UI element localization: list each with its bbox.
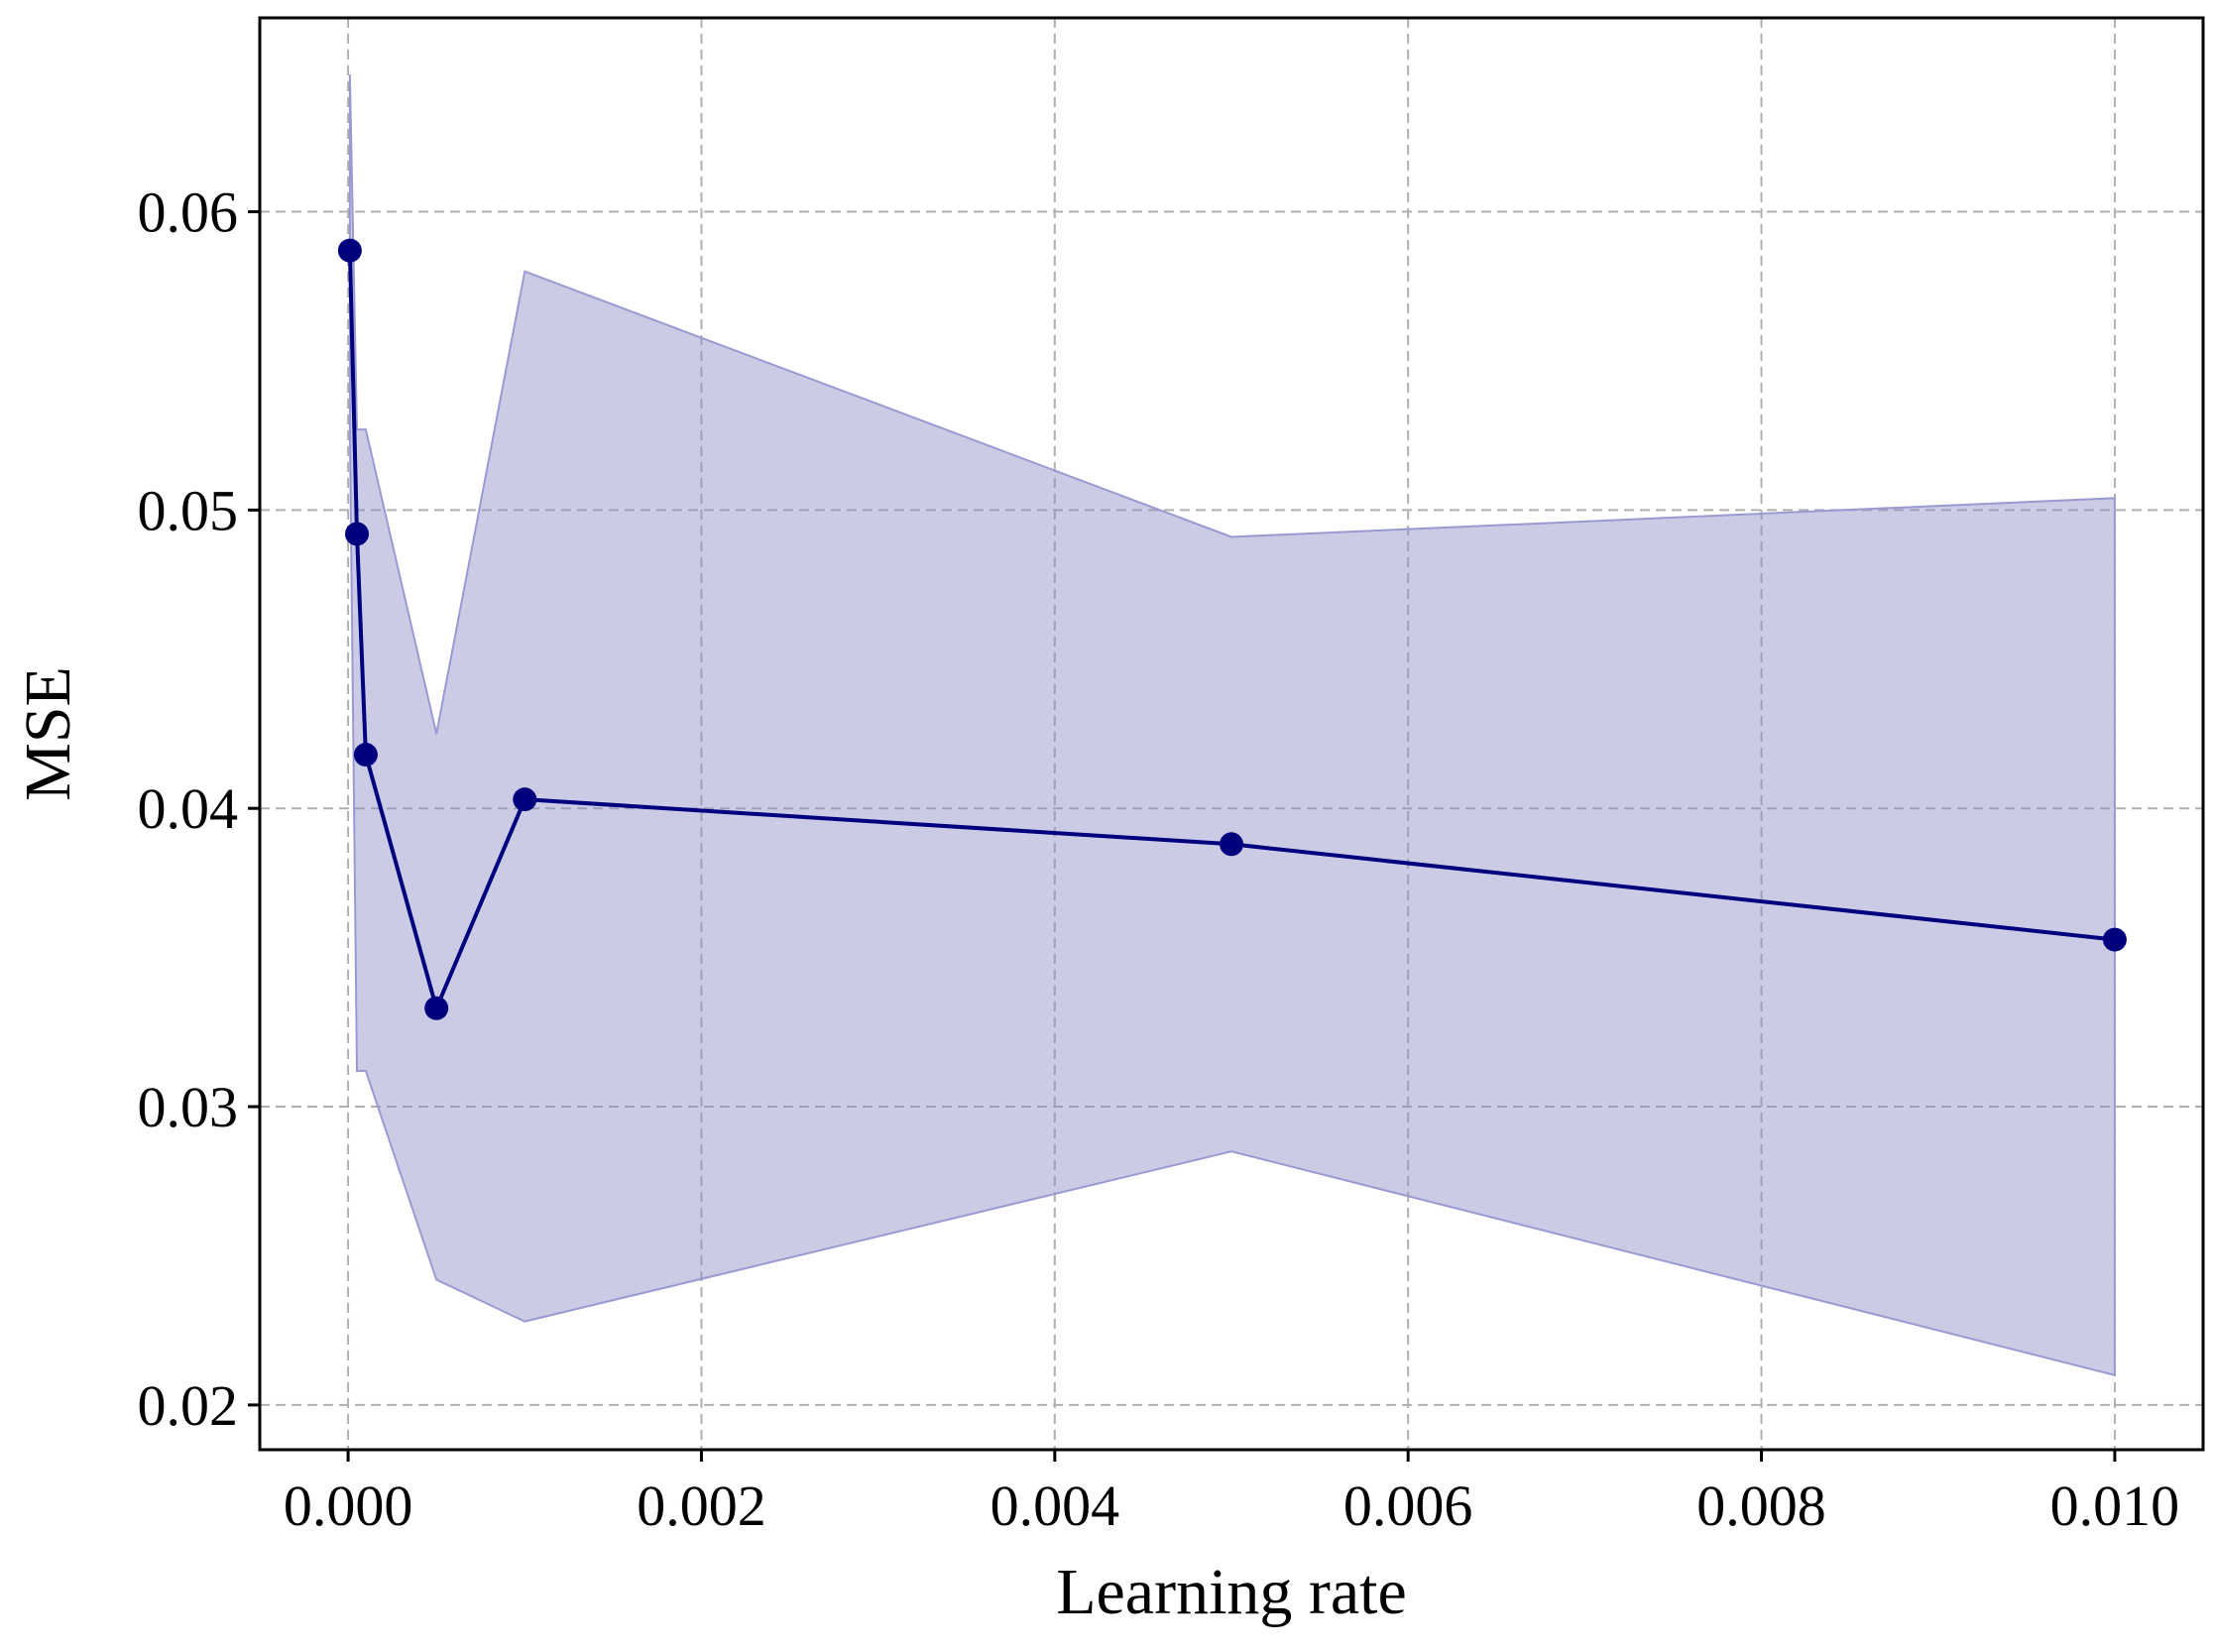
data-points — [337, 238, 2127, 1020]
y-tick-label: 0.02 — [138, 1373, 239, 1438]
y-axis-label: MSE — [12, 666, 84, 801]
x-axis-label: Learning rate — [1056, 1556, 1407, 1628]
confidence-band — [348, 74, 2116, 1377]
x-axis-ticks: 0.000 0.002 0.004 0.006 0.008 0.010 — [284, 1450, 2179, 1538]
x-tick-label: 0.004 — [991, 1474, 1120, 1538]
y-tick-label: 0.05 — [138, 478, 239, 542]
y-tick-label: 0.04 — [138, 776, 239, 841]
y-tick-label: 0.06 — [138, 180, 239, 245]
data-point — [424, 996, 449, 1020]
data-point — [345, 522, 369, 546]
x-tick-label: 0.002 — [637, 1474, 766, 1538]
x-tick-label: 0.010 — [2050, 1474, 2180, 1538]
data-point — [337, 238, 362, 263]
data-point — [513, 787, 537, 812]
x-tick-label: 0.006 — [1343, 1474, 1473, 1538]
data-point — [2102, 927, 2127, 952]
x-tick-label: 0.000 — [284, 1474, 413, 1538]
data-point — [1220, 832, 1243, 857]
data-point — [353, 743, 378, 767]
plot-frame — [258, 16, 2205, 1452]
x-tick-label: 0.008 — [1696, 1474, 1826, 1538]
confidence-band-layer — [348, 74, 2116, 1377]
y-tick-label: 0.03 — [138, 1075, 239, 1139]
y-axis-ticks: 0.02 0.03 0.04 0.05 0.06 — [138, 180, 260, 1438]
